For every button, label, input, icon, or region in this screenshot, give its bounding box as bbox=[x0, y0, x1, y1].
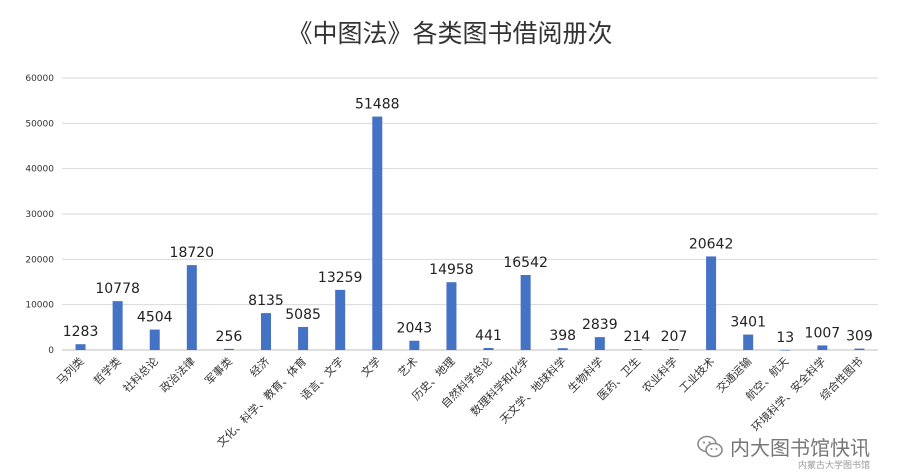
data-label: 2839 bbox=[582, 317, 618, 333]
data-label: 214 bbox=[624, 329, 651, 345]
data-label: 2043 bbox=[397, 321, 433, 337]
bar bbox=[186, 265, 197, 350]
bar bbox=[261, 313, 271, 350]
bar bbox=[854, 348, 865, 350]
x-tick-label: 哲学类 bbox=[91, 354, 124, 387]
bar bbox=[706, 256, 717, 350]
x-tick-label: 军事类 bbox=[202, 354, 235, 387]
bar bbox=[149, 329, 160, 350]
data-label: 14958 bbox=[429, 262, 474, 278]
y-tick-label: 50000 bbox=[25, 119, 54, 129]
watermark-text: 内大图书馆快讯 bbox=[730, 436, 870, 460]
data-label: 5085 bbox=[285, 307, 321, 323]
bar bbox=[335, 289, 346, 350]
bar bbox=[631, 349, 642, 350]
x-tick-label: 农业科学 bbox=[639, 354, 680, 395]
bar bbox=[112, 301, 123, 350]
bar bbox=[669, 349, 679, 350]
bar bbox=[483, 348, 494, 350]
watermark: 内大图书馆快讯 内蒙古大学图书馆 bbox=[696, 432, 870, 471]
data-label: 441 bbox=[475, 328, 502, 344]
y-tick-label: 40000 bbox=[25, 165, 54, 175]
bar bbox=[780, 349, 791, 351]
data-label: 398 bbox=[549, 328, 576, 344]
x-tick-label: 社科总论 bbox=[120, 354, 161, 395]
data-label: 18720 bbox=[170, 245, 215, 261]
data-label: 207 bbox=[661, 329, 688, 345]
data-label: 3401 bbox=[730, 315, 766, 331]
data-label: 16542 bbox=[503, 255, 548, 271]
data-label: 309 bbox=[846, 329, 873, 345]
bar bbox=[75, 344, 86, 350]
watermark-subtext: 内蒙古大学图书馆 bbox=[797, 461, 870, 471]
x-tick-label: 天文学、地球科学 bbox=[497, 354, 569, 426]
data-label: 13259 bbox=[318, 270, 363, 286]
data-label: 8135 bbox=[248, 293, 284, 309]
data-label: 10778 bbox=[95, 281, 140, 297]
data-label: 1283 bbox=[63, 324, 99, 340]
data-label: 13 bbox=[776, 330, 794, 346]
bar bbox=[594, 337, 605, 350]
bar bbox=[743, 334, 754, 350]
wechat-icon bbox=[697, 435, 723, 457]
y-tick-label: 0 bbox=[48, 346, 54, 356]
y-axis-ticks: 0 10000 20000 30000 40000 50000 60000 bbox=[25, 74, 54, 356]
x-tick-label: 工业技术 bbox=[677, 355, 717, 395]
x-tick-label: 政治法律 bbox=[157, 354, 198, 395]
bar bbox=[372, 116, 383, 350]
bar bbox=[817, 345, 828, 350]
data-label: 51488 bbox=[355, 97, 400, 113]
bar bbox=[298, 326, 309, 350]
y-tick-label: 60000 bbox=[25, 74, 54, 84]
data-label: 256 bbox=[216, 329, 243, 345]
y-tick-label: 20000 bbox=[25, 255, 54, 265]
x-tick-label: 艺术 bbox=[396, 355, 421, 380]
data-label: 4504 bbox=[137, 310, 173, 326]
x-tick-label: 文学 bbox=[358, 354, 383, 379]
x-tick-label: 马列类 bbox=[53, 354, 86, 387]
bar bbox=[223, 348, 234, 350]
y-tick-label: 30000 bbox=[25, 210, 54, 220]
bar bbox=[409, 340, 420, 350]
bar bbox=[557, 348, 568, 350]
data-label: 20642 bbox=[689, 236, 734, 252]
bar bbox=[520, 275, 531, 350]
bar bbox=[446, 282, 457, 350]
bars bbox=[75, 116, 865, 351]
y-tick-label: 10000 bbox=[25, 301, 54, 311]
chart-title: 《中图法》各类图书借阅册次 bbox=[287, 19, 613, 48]
data-label: 1007 bbox=[805, 325, 841, 341]
x-tick-label: 经济 bbox=[247, 354, 272, 379]
gridlines bbox=[62, 77, 878, 351]
